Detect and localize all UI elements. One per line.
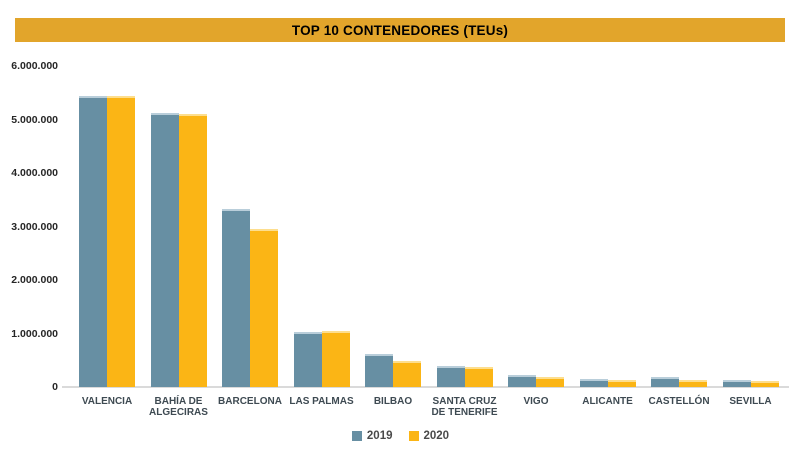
bar-2020-bilbao [393, 361, 421, 387]
bar-2019-las-palmas [293, 332, 322, 387]
y-axis-tick-label: 3.000.000 [11, 220, 58, 233]
chart-title-banner: TOP 10 CONTENEDORES (TEUs) [15, 18, 785, 42]
bar-2019-bah-a-de-algeciras [150, 113, 179, 387]
bar-2019-castell-n [651, 377, 679, 387]
bar-2020-castell-n [679, 380, 707, 387]
y-axis-tick-label: 6.000.000 [11, 60, 58, 72]
bar-2019-bilbao [365, 354, 393, 387]
bar-2019-vigo [508, 375, 536, 387]
bar-2020-santa-cruz-de-tenerife [464, 367, 493, 387]
bar-2020-barcelona [250, 229, 278, 387]
chart-title: TOP 10 CONTENEDORES (TEUs) [291, 22, 509, 38]
category-label-bah-a-de-algeciras: BAHÍA DE ALGECIRAS [149, 396, 208, 418]
legend-item-2019: 2019 [351, 430, 393, 442]
bar-2019-valencia [79, 96, 107, 387]
category-label-castell-n: CASTELLÓN [648, 396, 710, 407]
legend-swatch-2019 [351, 431, 362, 441]
y-axis-tick-label: 5.000.000 [11, 113, 58, 126]
legend-label-2020: 2020 [423, 430, 450, 442]
legend: 2019 2020 [0, 430, 801, 442]
bar-2020-alicante [607, 380, 636, 387]
category-label-santa-cruz-de-tenerife: SANTA CRUZ DE TENERIFE [431, 396, 498, 418]
bar-2020-valencia [107, 96, 135, 387]
category-label-valencia: VALENCIA [81, 396, 133, 407]
y-axis-tick-label: 2.000.000 [11, 274, 58, 286]
legend-swatch-2020 [408, 431, 419, 441]
y-axis-tick-label: 0 [52, 381, 58, 393]
category-label-bilbao: BILBAO [373, 396, 413, 407]
category-label-barcelona: BARCELONA [218, 396, 282, 407]
category-label-las-palmas: LAS PALMAS [289, 396, 354, 407]
category-label-alicante: ALICANTE [582, 396, 633, 407]
y-axis-tick-label: 1.000.000 [11, 327, 58, 340]
bar-2020-las-palmas [321, 331, 350, 387]
bar-2019-sevilla [722, 380, 751, 387]
legend-item-2020: 2020 [408, 430, 450, 442]
bar-2020-bah-a-de-algeciras [178, 114, 207, 387]
legend-label-2019: 2019 [366, 430, 393, 442]
bar-2019-alicante [579, 379, 608, 387]
x-axis-line [62, 386, 789, 388]
bar-2019-barcelona [222, 209, 250, 387]
category-label-vigo: VIGO [523, 396, 549, 407]
bar-2020-sevilla [750, 381, 779, 387]
bar-2020-vigo [536, 377, 564, 387]
y-axis-tick-label: 4.000.000 [11, 167, 58, 179]
bar-2019-santa-cruz-de-tenerife [436, 366, 465, 387]
category-label-sevilla: SEVILLA [729, 396, 772, 407]
